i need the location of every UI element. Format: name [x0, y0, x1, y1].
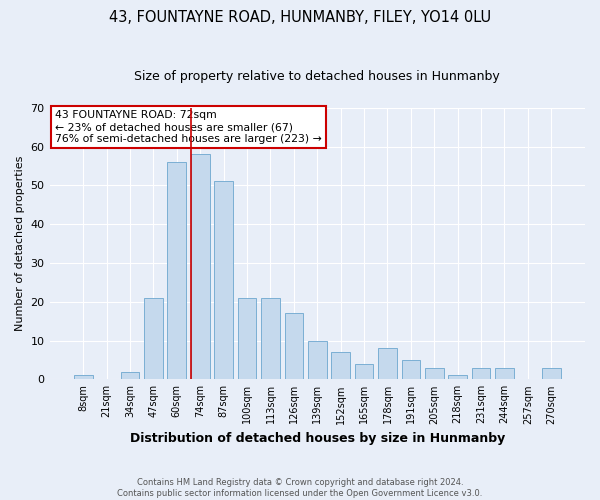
Bar: [167, 162, 186, 380]
X-axis label: Distribution of detached houses by size in Hunmanby: Distribution of detached houses by size …: [130, 432, 505, 445]
Bar: [74, 376, 92, 380]
Bar: [261, 298, 280, 380]
Text: Contains HM Land Registry data © Crown copyright and database right 2024.
Contai: Contains HM Land Registry data © Crown c…: [118, 478, 482, 498]
Bar: [401, 360, 420, 380]
Text: 43 FOUNTAYNE ROAD: 72sqm
← 23% of detached houses are smaller (67)
76% of semi-d: 43 FOUNTAYNE ROAD: 72sqm ← 23% of detach…: [55, 110, 322, 144]
Y-axis label: Number of detached properties: Number of detached properties: [15, 156, 25, 331]
Title: Size of property relative to detached houses in Hunmanby: Size of property relative to detached ho…: [134, 70, 500, 83]
Bar: [308, 340, 326, 380]
Bar: [214, 182, 233, 380]
Bar: [495, 368, 514, 380]
Bar: [472, 368, 490, 380]
Bar: [378, 348, 397, 380]
Bar: [191, 154, 209, 380]
Bar: [238, 298, 256, 380]
Bar: [121, 372, 139, 380]
Bar: [331, 352, 350, 380]
Bar: [144, 298, 163, 380]
Bar: [425, 368, 443, 380]
Bar: [448, 376, 467, 380]
Bar: [284, 314, 303, 380]
Bar: [542, 368, 560, 380]
Bar: [355, 364, 373, 380]
Text: 43, FOUNTAYNE ROAD, HUNMANBY, FILEY, YO14 0LU: 43, FOUNTAYNE ROAD, HUNMANBY, FILEY, YO1…: [109, 10, 491, 25]
